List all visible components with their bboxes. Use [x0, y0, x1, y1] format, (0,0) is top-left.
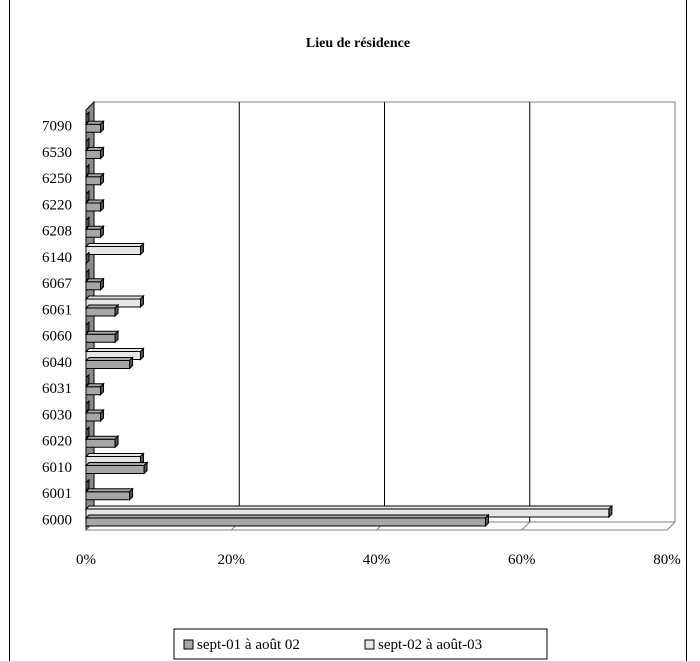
y-tick-label: 7090	[42, 119, 72, 135]
chart-frame	[9, 0, 687, 661]
bar-6208-series-2	[85, 216, 90, 230]
bar-6060-series-2	[85, 321, 90, 335]
bar-6001-series-1	[84, 487, 134, 501]
legend-swatch	[364, 639, 375, 650]
bar-6530-series-1	[84, 146, 105, 160]
bar-6530-series-2	[85, 137, 90, 151]
y-tick-label: 6020	[42, 434, 72, 450]
chart-title: Lieu de résidence	[306, 36, 410, 51]
y-tick-label: 6140	[42, 250, 72, 266]
y-tick-label: 6220	[42, 197, 72, 213]
bar-6220-series-2	[85, 189, 90, 204]
y-tick-label: 6031	[42, 381, 72, 397]
legend-swatch	[183, 639, 194, 650]
y-tick-label: 6001	[42, 486, 72, 502]
y-tick-label: 6208	[42, 224, 72, 240]
legend-label: sept-02 à août-03	[378, 637, 482, 653]
legend-box	[173, 628, 548, 660]
bar-6067-series-2	[85, 268, 90, 282]
bar-6250-series-2	[85, 163, 90, 177]
bar-7090-series-2	[85, 111, 90, 125]
bar-6031-series-2	[85, 373, 90, 387]
bar-6031-series-1	[84, 382, 105, 396]
bar-7090-series-1	[84, 120, 105, 134]
x-tick-label: 40%	[363, 552, 391, 568]
y-tick-label: 6060	[42, 329, 72, 345]
bar-6000-series-2	[84, 504, 614, 519]
bar-6040-series-1	[84, 356, 134, 370]
y-tick-label: 6030	[42, 407, 72, 423]
y-tick-label: 6010	[42, 460, 72, 476]
x-tick-label: 80%	[653, 552, 681, 568]
bar-6030-series-1	[84, 408, 105, 423]
y-tick-label: 6040	[42, 355, 72, 371]
y-tick-label: 6000	[42, 512, 72, 528]
bar-6250-series-1	[84, 172, 105, 186]
bar-6000-series-1	[84, 513, 490, 528]
bar-6010-series-1	[84, 461, 149, 475]
y-tick-label: 6061	[42, 302, 72, 318]
bar-6140-series-2	[84, 242, 145, 256]
x-tick-label: 0%	[76, 552, 96, 568]
x-tick-label: 60%	[508, 552, 536, 568]
bar-6061-series-1	[84, 303, 120, 318]
bar-6010-series-2	[84, 452, 145, 466]
bar-6208-series-1	[84, 225, 105, 239]
plot-area	[84, 100, 677, 532]
x-tick-label: 20%	[218, 552, 246, 568]
bar-6140-series-1	[85, 251, 90, 265]
y-axis-labels: 6000 6001 6010 6020 6030 6031 6040 6060 6061 6067…	[42, 119, 73, 529]
y-tick-label: 6067	[42, 276, 73, 292]
bar-6020-series-1	[84, 435, 120, 449]
y-tick-label: 6250	[42, 171, 72, 187]
gridline-floor	[521, 521, 531, 531]
bar-6060-series-1	[84, 330, 120, 344]
bar-6001-series-2	[85, 478, 90, 492]
bar-6020-series-2	[85, 426, 90, 440]
bar-6067-series-1	[84, 277, 105, 291]
legend: sept-01 à août 02 sept-02 à août-03	[173, 628, 548, 660]
legend-label: sept-01 à août 02	[197, 637, 300, 653]
bar-6220-series-1	[84, 198, 105, 213]
y-tick-label: 6530	[42, 145, 72, 161]
bar-6030-series-2	[85, 399, 90, 414]
x-axis-labels: 0% 20% 40% 60% 80%	[76, 552, 681, 568]
